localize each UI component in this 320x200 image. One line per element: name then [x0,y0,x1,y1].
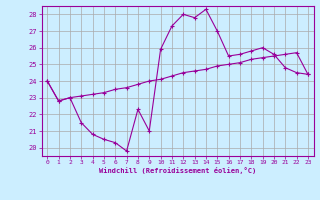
X-axis label: Windchill (Refroidissement éolien,°C): Windchill (Refroidissement éolien,°C) [99,167,256,174]
